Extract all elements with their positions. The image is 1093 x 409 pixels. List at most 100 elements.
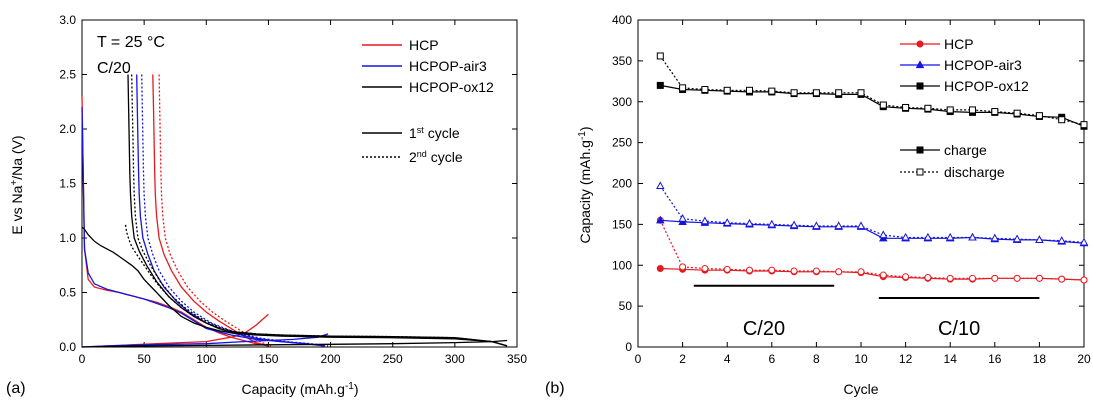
data-point-hcpop-air3-discharge [767,219,777,228]
axis-ticks-a: 0 50 100 150 200 250 300 350 0.0 0.5 1.0 1.5 2.0 2.5 3… [59,13,527,366]
data-point-hcpop-ox12-discharge [656,52,664,60]
y-tick-label-b: 250 [612,136,632,150]
legend-marker-style-b [916,168,924,176]
data-point-hcpop-ox12-discharge [746,86,753,94]
y-tick-label-b: 100 [612,258,632,272]
legend-label-cycle-a: 1st cycle [409,125,460,141]
data-point-hcpop-ox12-discharge [946,106,954,114]
data-point-hcpop-ox12-discharge [924,104,932,112]
series-line-hcpop-ox12-cycle-1 [81,226,508,347]
x-tick-label-b: 16 [988,352,1002,366]
y-tick-label-b: 300 [612,95,632,109]
data-point-hcp-discharge [924,274,932,282]
legend-marker-style-b [916,146,924,154]
data-point-hcp-discharge [790,267,798,275]
series-line-hcpop-ox12-cycle-2 [131,74,257,335]
x-axis-label-a-sup: -1 [345,381,354,392]
data-point-hcpop-air3-discharge [745,218,754,227]
y-tick-label-a: 3.0 [59,13,76,27]
x-tick-label-b: 8 [813,352,820,366]
data-point-hcp-discharge [679,263,687,271]
data-point-hcpop-air3-discharge [678,214,687,222]
series-lines-b [656,52,1089,284]
data-point-hcp-discharge [857,268,865,276]
y-tick-label-b: 50 [619,299,633,313]
y-tick-label-a: 0.0 [59,340,76,354]
data-point-hcp-discharge [701,265,709,273]
data-point-hcpop-air3-discharge [856,221,866,230]
data-point-hcpop-air3-discharge [945,232,955,241]
y-tick-label-b: 200 [612,177,632,191]
data-point-hcp-discharge [1080,276,1088,284]
legend-cycle-word: cycle [427,149,463,165]
legend-label-b: HCP [944,36,974,52]
annotation-temperature: T = 25 °C [97,34,165,51]
legend-marker-b [916,82,924,90]
legend-cycle-suffix: nd [417,149,427,159]
data-point-hcpop-air3-discharge [901,232,910,241]
data-point-hcpop-ox12-discharge [991,108,999,116]
x-tick-label-a: 0 [79,352,86,366]
data-point-hcpop-air3-discharge [1079,237,1089,246]
legend-label-a: HCP [409,37,439,53]
data-point-hcp-discharge [991,274,999,282]
y-tick-label-a: 1.0 [59,231,76,245]
data-point-hcp-discharge [969,274,976,282]
y-axis-label-a-part1: E vs Na [9,185,25,234]
x-tick-label-b: 20 [1077,352,1091,366]
data-point-hcpop-ox12-discharge [1013,109,1021,117]
data-point-hcpop-air3-discharge [968,232,977,241]
data-point-hcp-discharge [1035,274,1043,282]
legend-b: HCP HCPOP-air3 HCPOP-ox12 charge discharge [900,36,1029,180]
panel-a: 0 50 100 150 200 250 300 350 0.0 0.5 1.0 1.5 2.0 2.5 3… [6,13,527,397]
data-point-hcpop-ox12-charge [656,81,664,89]
series-line-hcp-discharge [659,220,1085,281]
data-point-hcpop-air3-discharge [1012,234,1022,243]
series-line-hcpop-ox12-discharge [659,55,1085,126]
data-point-hcp-discharge [902,273,910,281]
legend-label-b: HCPOP-air3 [944,57,1022,73]
x-tick-label-a: 100 [196,352,216,366]
x-tick-label-b: 6 [768,352,775,366]
y-axis-label-a-part2: /Na (V) [9,135,25,179]
series-line-hcpop-air3-cycle-1 [81,107,325,347]
series-line-hcp-cycle-1 [81,96,269,347]
data-point-hcpop-air3-discharge [700,216,710,225]
data-point-hcp-discharge [879,271,887,279]
legend-label-cycle-a: 2nd cycle [409,149,463,165]
x-tick-label-b: 18 [1033,352,1047,366]
series-line-hcpop-air3-cycle-2 [141,74,329,347]
data-point-hcp-discharge [723,265,731,273]
data-point-hcp-discharge [835,268,843,276]
data-point-hcpop-ox12-discharge [969,106,976,114]
legend-cycle-number: 2 [409,149,417,165]
x-tick-label-a: 250 [383,352,403,366]
x-tick-label-a: 350 [507,352,527,366]
data-point-hcpop-air3-discharge [722,218,732,226]
series-lines-a [81,74,508,348]
data-point-hcpop-ox12-discharge [812,89,820,97]
legend-label-b: HCPOP-ox12 [944,78,1029,94]
rate-labels-b: C/20 C/10 [693,284,1040,340]
data-point-hcpop-ox12-discharge [790,89,798,97]
x-axis-label-b: Cycle [843,381,878,397]
legend-label-style-b: discharge [944,164,1005,180]
x-tick-label-a: 300 [445,352,465,366]
data-point-hcp-discharge [812,267,820,275]
data-point-hcpop-ox12-discharge [879,101,887,109]
y-tick-label-a: 2.5 [59,68,76,82]
data-point-hcp-discharge [746,266,753,274]
legend-cycle-number: 1 [409,125,417,141]
y-axis-label-b-end: ) [577,126,593,131]
data-point-hcpop-ox12-discharge [723,86,731,94]
panel-b: 0 2 4 6 8 10 12 14 16 18 2005010015020025030035040… [545,13,1091,397]
y-axis-label-a: E vs Na+/Na (V) [9,135,26,234]
data-point-hcpop-air3-discharge [656,181,665,190]
data-point-hcpop-air3-discharge [923,232,933,241]
legend-label-a: HCPOP-ox12 [409,79,494,95]
series-line-hcp-cycle-1 [152,74,269,347]
y-axis-label-b-main: Capacity (mAh.g [577,140,593,243]
series-line-hcp-cycle-2 [158,74,272,347]
data-point-hcpop-ox12-discharge [902,103,910,111]
